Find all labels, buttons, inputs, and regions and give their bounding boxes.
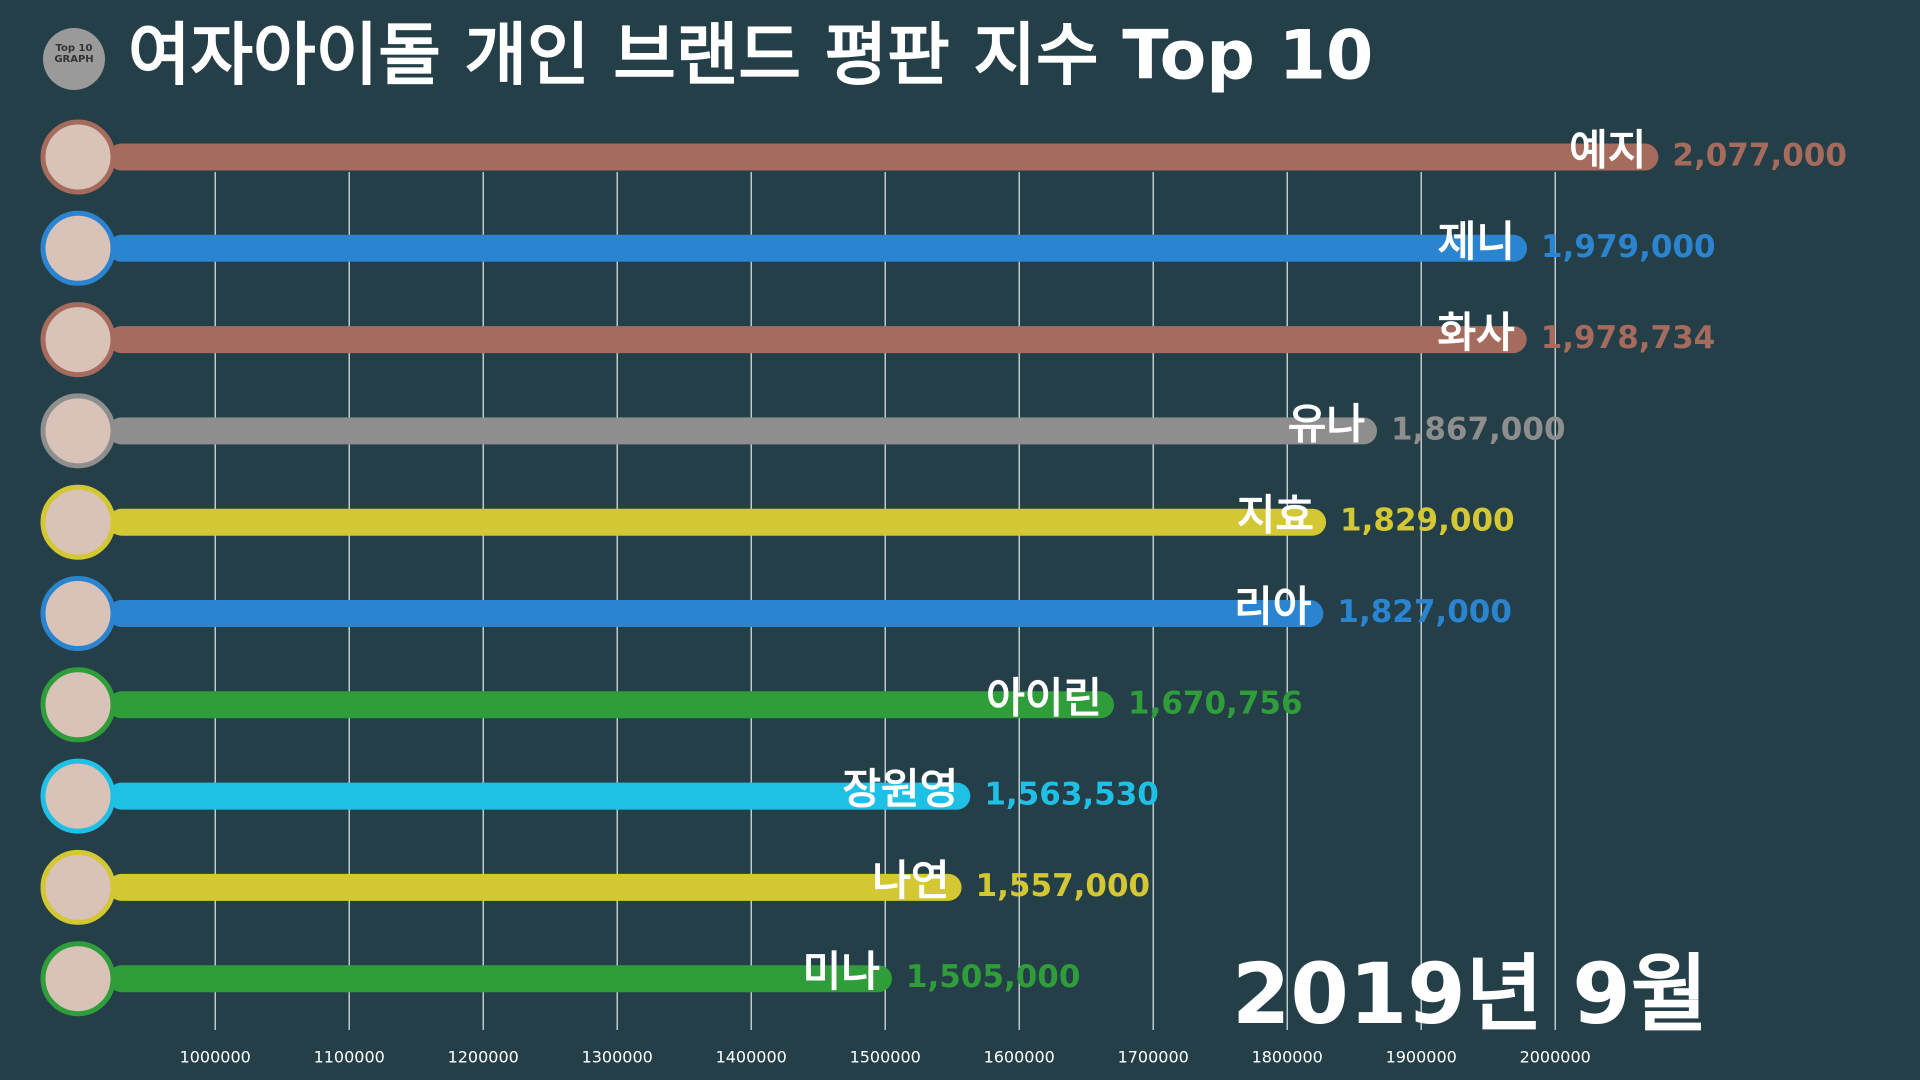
avatar — [40, 941, 116, 1017]
bar — [108, 326, 1527, 354]
avatar — [40, 484, 116, 560]
value-label: 1,978,734 — [1541, 320, 1716, 356]
x-tick-label: 1000000 — [180, 1048, 251, 1067]
avatar — [40, 393, 116, 469]
x-tick-label: 1800000 — [1252, 1048, 1323, 1067]
bar — [108, 965, 892, 993]
value-label: 1,867,000 — [1391, 411, 1566, 447]
avatar — [40, 849, 116, 925]
logo-text: GRAPH — [54, 54, 93, 65]
bar — [108, 508, 1327, 536]
bar-label: 유나 — [1288, 399, 1365, 448]
bar-label: 제니 — [1438, 217, 1515, 266]
x-tick-label: 1500000 — [850, 1048, 921, 1067]
bar-label: 리아 — [1234, 582, 1312, 631]
x-tick-label: 1200000 — [448, 1048, 519, 1067]
logo-text: Top 10 — [56, 43, 93, 54]
x-tick-label: 2000000 — [1520, 1048, 1591, 1067]
bar — [108, 417, 1377, 445]
bar-label: 지효 — [1237, 491, 1314, 540]
bar — [108, 234, 1528, 262]
value-label: 2,077,000 — [1672, 138, 1847, 174]
date-label: 2019년 9월 — [1232, 945, 1708, 1043]
avatar — [40, 667, 116, 743]
x-tick-label: 1900000 — [1386, 1048, 1457, 1067]
chart-title: 여자아이돌 개인 브랜드 평판 지수 Top 10 — [128, 17, 1373, 96]
avatar — [40, 210, 116, 286]
avatar — [40, 119, 116, 195]
x-tick-label: 1300000 — [582, 1048, 653, 1067]
bar-label: 화사 — [1437, 308, 1515, 357]
avatar — [40, 758, 116, 834]
bar-label: 예지 — [1569, 126, 1646, 175]
avatar — [40, 576, 116, 651]
bar — [108, 143, 1659, 171]
value-label: 1,979,000 — [1541, 229, 1716, 265]
avatar — [40, 302, 116, 378]
x-tick-label: 1600000 — [984, 1048, 1055, 1067]
bar-label: 아이린 — [986, 673, 1102, 722]
bar — [108, 782, 971, 810]
value-label: 1,827,000 — [1337, 594, 1512, 630]
bar — [108, 873, 962, 901]
x-tick-label: 1400000 — [716, 1048, 787, 1067]
bar — [108, 600, 1324, 627]
value-label: 1,829,000 — [1340, 503, 1515, 539]
x-tick-label: 1100000 — [314, 1048, 385, 1067]
value-label: 1,505,000 — [906, 959, 1081, 995]
logo — [43, 28, 105, 90]
bar-label: 미나 — [803, 947, 880, 996]
value-label: 1,557,000 — [976, 868, 1151, 904]
value-label: 1,670,756 — [1128, 685, 1303, 721]
bar — [108, 691, 1115, 719]
x-tick-label: 1700000 — [1118, 1048, 1189, 1067]
value-label: 1,563,530 — [984, 777, 1159, 813]
bar-label: 나연 — [872, 856, 949, 905]
bar-label: 장원영 — [842, 765, 958, 814]
